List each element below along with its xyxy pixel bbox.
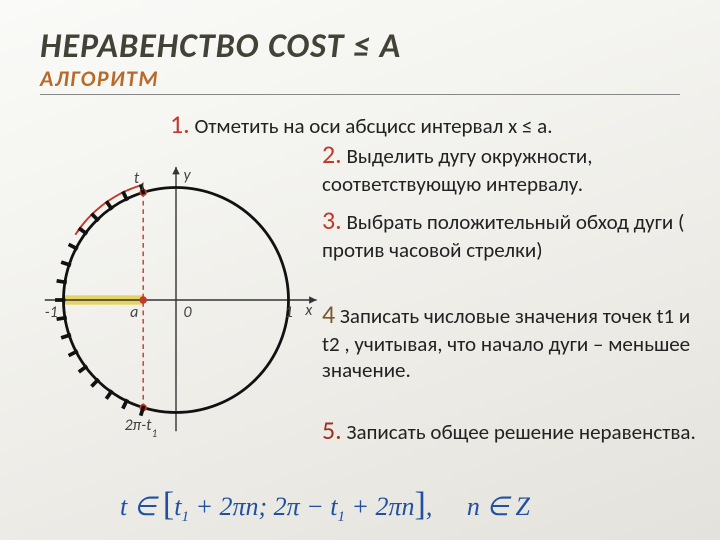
title-main: НЕРАВЕНСТВО COST ≤ A xyxy=(40,26,680,67)
step-4-text: Записать числовые значения точек t1 и t2… xyxy=(322,303,690,383)
x-label: x xyxy=(304,301,312,320)
step-3: 3. Выбрать положительный обход дуги ( пр… xyxy=(322,204,702,263)
step-1-num: 1. xyxy=(170,108,190,140)
y-label: y xyxy=(184,166,192,185)
step-1-text: Отметить на оси абсцисс интервал x ≤ a. xyxy=(190,113,553,139)
minus-one-label: -1 xyxy=(45,303,58,322)
step-2-text: Выделить дугу окружности, соответствующу… xyxy=(322,143,592,197)
arc-tick xyxy=(79,366,87,372)
arc-tick xyxy=(57,281,67,283)
arc-tick xyxy=(91,214,98,221)
one-label: 1 xyxy=(285,303,293,322)
t1-label: t1 xyxy=(134,169,145,194)
arc-tick xyxy=(57,318,67,320)
step-4: 4 Записать числовые значения точек t1 и … xyxy=(322,298,702,383)
arc-tick xyxy=(106,201,112,209)
step-5-text: Записать общее решение неравенства. xyxy=(342,419,696,445)
step-5: 5. Записать общее решение неравенства. xyxy=(322,414,702,447)
t2-label: 2π-t1 xyxy=(124,416,157,441)
zero-label: 0 xyxy=(184,303,193,322)
a-label: a xyxy=(130,303,138,322)
step-2: 2. Выделить дугу окружности, соответству… xyxy=(322,138,702,197)
unit-circle-diagram: y x1 -1 0 a t1 2π-t1 xyxy=(26,140,326,460)
arc-tick xyxy=(91,379,98,386)
formula: t ∈ [t1 + 2πn; 2π − t1 + 2πn], n ∈ Z xyxy=(120,486,530,526)
title-sub: АЛГОРИТМ xyxy=(40,65,680,92)
a-point xyxy=(139,296,147,304)
step-3-text: Выбрать положительный обход дуги ( проти… xyxy=(322,209,684,263)
step-1: 1. Отметить на оси абсцисс интервал x ≤ … xyxy=(170,108,710,141)
arc-tick xyxy=(79,228,87,234)
title-underline xyxy=(40,94,680,95)
arc-tick xyxy=(106,390,112,398)
